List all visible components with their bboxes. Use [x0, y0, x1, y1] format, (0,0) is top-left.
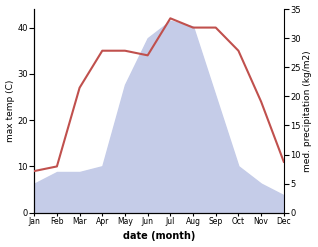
X-axis label: date (month): date (month) [123, 231, 195, 242]
Y-axis label: max temp (C): max temp (C) [5, 80, 15, 142]
Y-axis label: med. precipitation (kg/m2): med. precipitation (kg/m2) [303, 50, 313, 172]
